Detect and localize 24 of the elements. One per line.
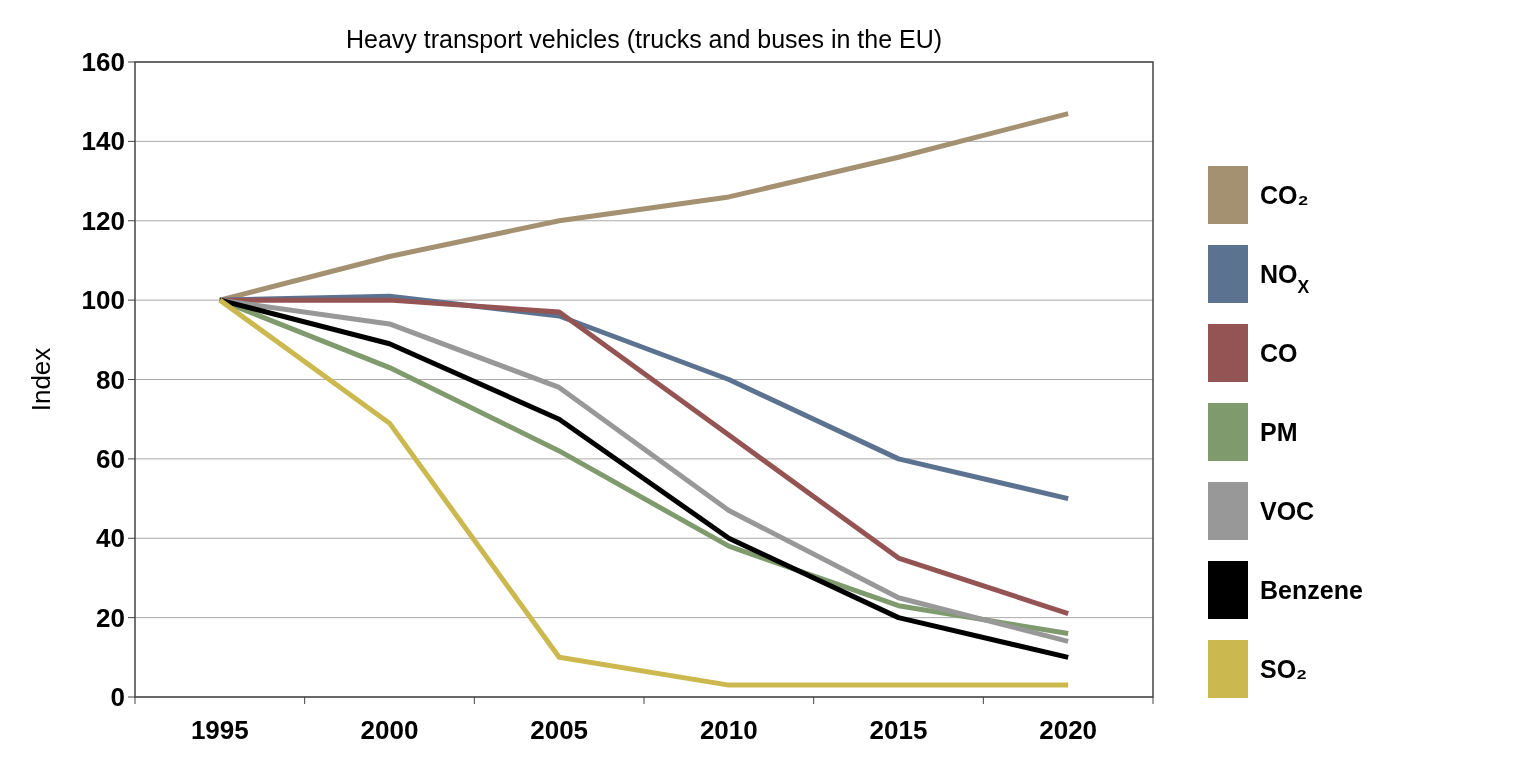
legend-label: PM — [1260, 417, 1298, 446]
y-tick-label: 140 — [81, 126, 125, 157]
x-tick-label: 2010 — [699, 715, 758, 745]
x-tick-label: 2005 — [530, 715, 589, 745]
y-tick-label: 100 — [81, 285, 125, 316]
legend-label: CO — [1260, 338, 1298, 367]
x-tick-label: 2000 — [360, 715, 419, 745]
y-tick-label: 60 — [96, 443, 125, 474]
legend-label: CO₂ — [1260, 180, 1309, 209]
legend-label: VOC — [1260, 496, 1315, 525]
y-tick-label: 0 — [110, 682, 125, 713]
x-tick-label: 1995 — [190, 715, 249, 745]
y-tick-label: 160 — [81, 47, 125, 78]
y-tick-label: 20 — [96, 602, 125, 633]
x-tick-label: 2015 — [869, 715, 928, 745]
legend-label: Benzene — [1260, 575, 1363, 604]
legend-label: SO₂ — [1260, 654, 1308, 683]
y-tick-label: 120 — [81, 205, 125, 236]
chart-title: Heavy transport vehicles (trucks and buses in the EU) — [345, 25, 943, 53]
y-tick-label: 80 — [96, 364, 125, 395]
y-tick-label: 40 — [96, 523, 125, 554]
x-tick-label: 2020 — [1039, 715, 1098, 745]
legend-label: NO$_{X}$ — [1260, 259, 1310, 297]
y-axis-title: Index — [26, 347, 56, 412]
